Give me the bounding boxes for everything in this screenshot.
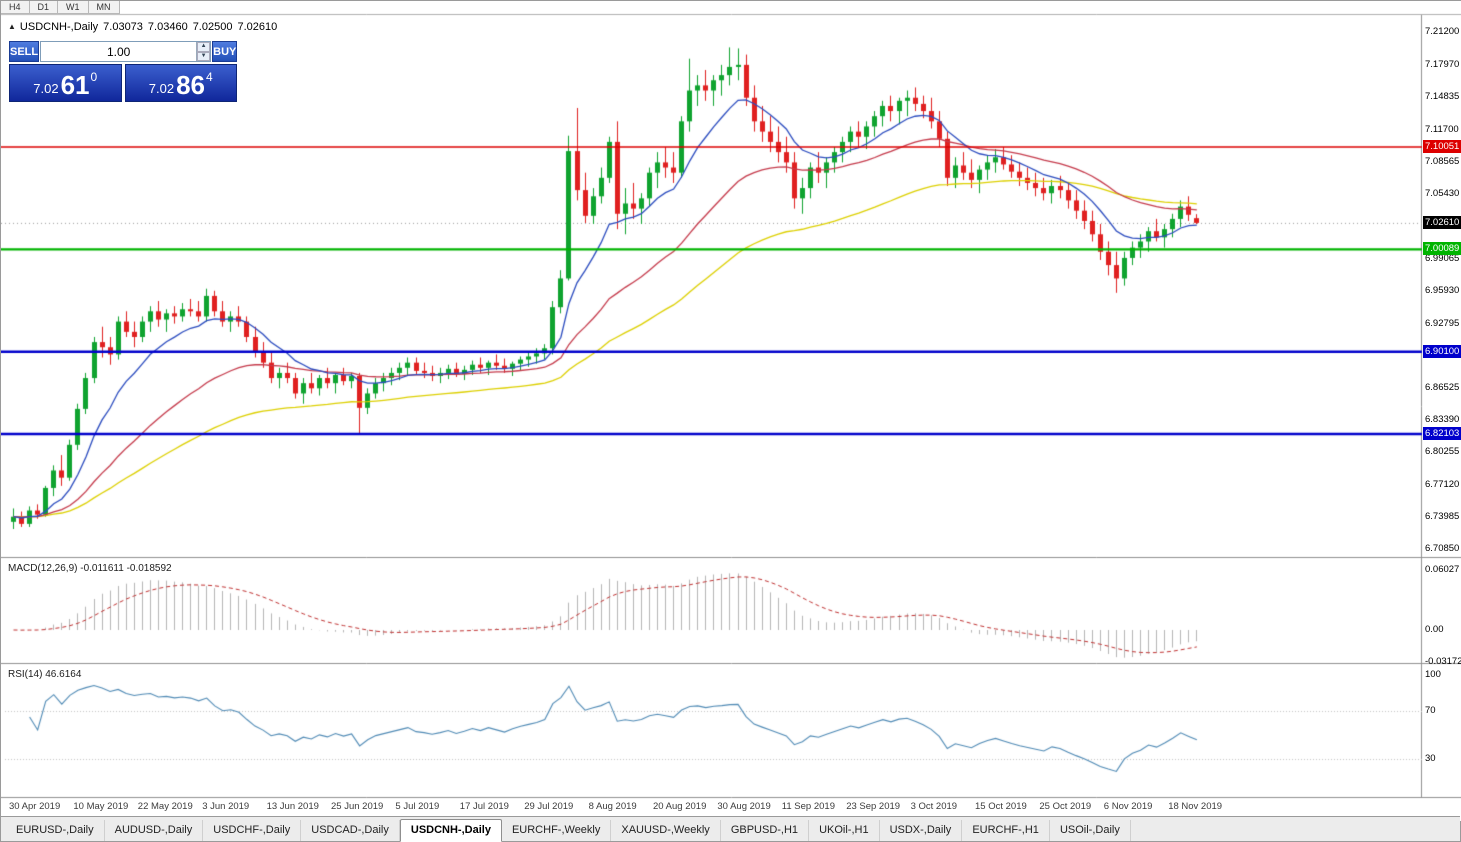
chart-tab-usdchf-daily[interactable]: USDCHF-,Daily [203,820,302,841]
buy-price-main: 7.02 [148,81,175,96]
sell-price-pips: 61 [60,70,90,100]
chart-tab-eurchf-h1[interactable]: EURCHF-,H1 [962,820,1050,841]
sell-price-button[interactable]: 7.02 61 0 [9,64,122,102]
chart-tab-audusd-daily[interactable]: AUDUSD-,Daily [105,820,204,841]
symbol-name: USDCNH-,Daily [19,21,99,33]
chart-tab-gbpusd-h1[interactable]: GBPUSD-,H1 [721,820,810,841]
ohlc-low: 7.02500 [192,21,233,33]
chart-title: ▲ USDCNH-,Daily 7.03073 7.03460 7.02500 7.026… [8,21,282,33]
chart-tab-usdcad-daily[interactable]: USDCAD-,Daily [301,820,400,841]
chart-tab-xauusd-weekly[interactable]: XAUUSD-,Weekly [611,820,721,841]
sell-button[interactable]: SELL [9,41,40,62]
timeframe-tab-d1[interactable]: D1 [29,1,59,14]
sell-price-point: 0 [90,70,98,84]
chart-tab-usdx-daily[interactable]: USDX-,Daily [880,820,963,841]
ohlc-high: 7.03460 [147,21,188,33]
sell-price-main: 7.02 [33,81,59,96]
volume-field[interactable]: ▲ ▼ [40,41,212,62]
chart-tab-ukoil-h1[interactable]: UKOil-,H1 [809,820,880,841]
rsi-indicator-label: RSI(14) 46.6164 [8,669,82,680]
buy-price-pips: 86 [176,70,206,100]
buy-price-button[interactable]: 7.02 86 4 [124,64,237,102]
ohlc-close: 7.02610 [237,21,278,33]
buy-button[interactable]: BUY [212,41,238,62]
timeframe-tab-h4[interactable]: H4 [1,1,30,14]
panel-toggle-icon[interactable]: ▲ [8,22,16,31]
chart-tab-eurchf-weekly[interactable]: EURCHF-,Weekly [502,820,612,841]
chart-tab-bar: EURUSD-,Daily AUDUSD-,Daily USDCHF-,Daily U… [1,816,1460,842]
chart-tab-usoil-daily[interactable]: USOil-,Daily [1050,820,1131,841]
ohlc-open: 7.03073 [103,21,143,33]
chart-tab-usdcnh-daily[interactable]: USDCNH-,Daily [399,819,502,842]
timeframe-tab-mn[interactable]: MN [88,1,120,14]
macd-indicator-label: MACD(12,26,9) -0.011611 -0.018592 [8,563,172,574]
volume-spinner: ▲ ▼ [196,42,211,61]
buy-price-point: 4 [206,70,213,84]
chart-tab-eurusd-daily[interactable]: EURUSD-,Daily [6,820,105,841]
volume-increase-button[interactable]: ▲ [197,42,211,52]
volume-decrease-button[interactable]: ▼ [197,51,211,61]
timeframe-tab-strip: H4 D1 W1 MN [1,1,120,14]
volume-input[interactable] [41,42,197,61]
chart-canvas[interactable] [1,1,1461,821]
timeframe-tab-w1[interactable]: W1 [58,1,89,14]
